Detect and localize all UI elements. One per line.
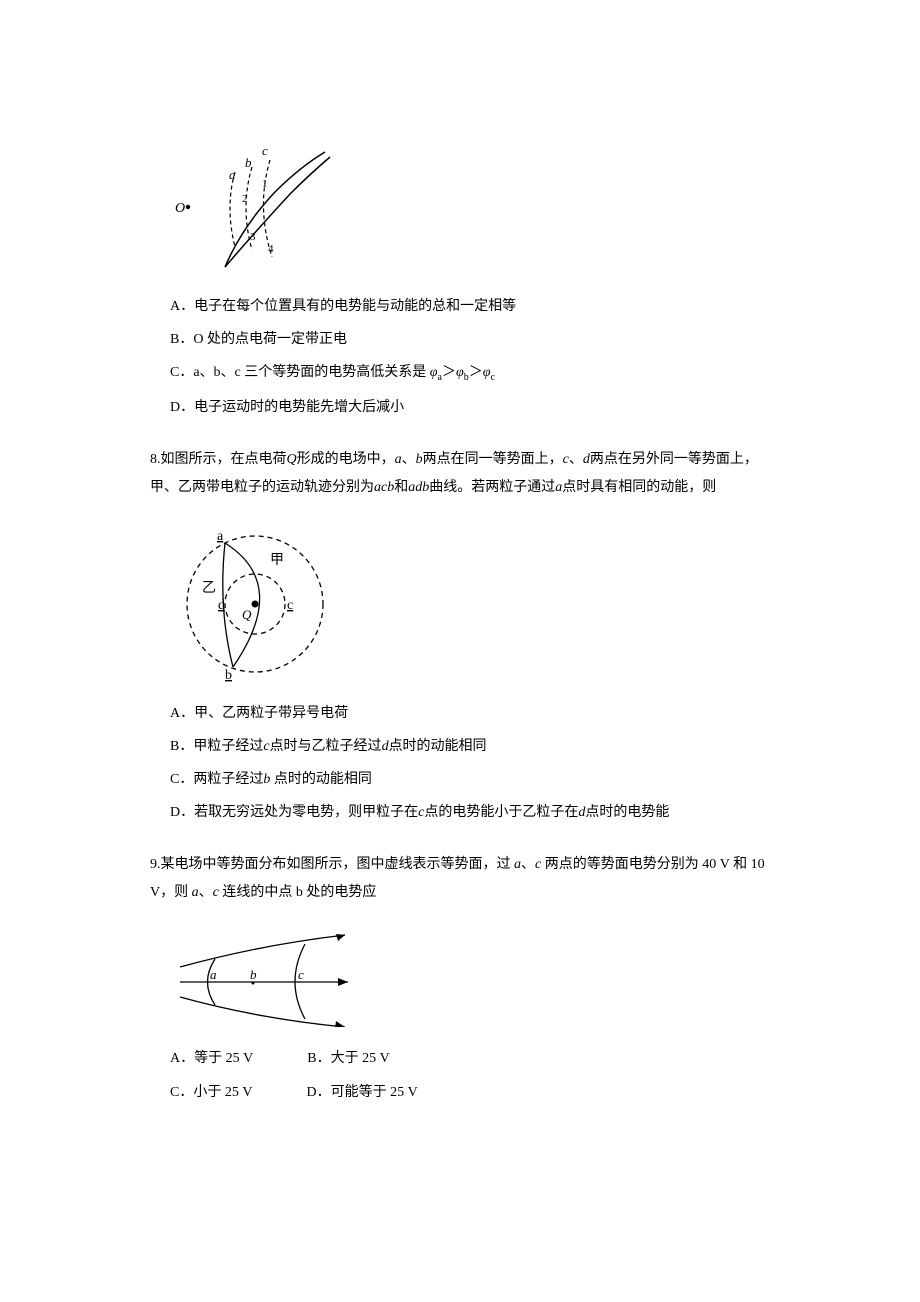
q7-option-d: D．电子运动时的电势能先增大后减小: [170, 397, 770, 418]
q8-label-c: c: [287, 598, 293, 613]
q9-option-b: B．大于 25 V: [307, 1047, 389, 1067]
q8-label-b: b: [225, 668, 232, 683]
q8-option-a: A．甲、乙两粒子带异号电荷: [170, 703, 770, 724]
q8-options: A．甲、乙两粒子带异号电荷 B．甲粒子经过c点时与乙粒子经过d点时的动能相同 C…: [170, 703, 770, 823]
q8-option-d: D．若取无穷远处为零电势，则甲粒子在c点的电势能小于乙粒子在d点时的电势能: [170, 802, 770, 823]
svg-text:2: 2: [242, 193, 248, 205]
q8-label-yi: 乙: [202, 580, 216, 596]
q9-svg: a b c: [170, 927, 370, 1027]
q7-b-text: O 处的点电荷一定带正电: [193, 332, 347, 347]
svg-text:a: a: [229, 167, 236, 182]
q7-option-b: B．O 处的点电荷一定带正电: [170, 329, 770, 350]
q8-figure: a b c d Q 甲 乙: [170, 514, 770, 689]
q9-option-d: D．可能等于 25 V: [306, 1081, 417, 1101]
svg-text:b: b: [245, 155, 252, 170]
q9-label-b: b: [250, 967, 257, 982]
q9-b-text: 大于 25 V: [331, 1051, 390, 1066]
q7-option-a: A．电子在每个位置具有的电势能与动能的总和一定相等: [170, 296, 770, 317]
q9-label-c: c: [298, 967, 304, 982]
q7-a-text: 电子在每个位置具有的电势能与动能的总和一定相等: [194, 299, 516, 314]
q9-a-text: 等于 25 V: [194, 1051, 253, 1066]
q8-label-Q: Q: [242, 607, 252, 622]
q8-option-b: B．甲粒子经过c点时与乙粒子经过d点时的动能相同: [170, 736, 770, 757]
q9-label-a: a: [210, 967, 217, 982]
svg-text:4: 4: [268, 243, 274, 255]
q8-stem: 8.如图所示，在点电荷Q形成的电场中，a、b两点在同一等势面上，c、d两点在另外…: [150, 446, 770, 502]
q9-option-c: C．小于 25 V: [170, 1081, 252, 1101]
q9-option-a: A．等于 25 V: [170, 1047, 253, 1067]
q8-label-d: d: [218, 598, 225, 613]
q7-option-c: C．a、b、c 三个等势面的电势高低关系是 φa＞φb＞φc: [170, 362, 770, 385]
svg-text:c: c: [262, 143, 268, 158]
svg-text:O: O: [175, 201, 185, 216]
svg-text:1: 1: [262, 178, 268, 190]
q9-stem: 9.某电场中等势面分布如图所示，图中虚线表示等势面，过 a、c 两点的等势面电势…: [150, 851, 770, 907]
q9-c-text: 小于 25 V: [193, 1085, 252, 1100]
q7-options: A．电子在每个位置具有的电势能与动能的总和一定相等 B．O 处的点电荷一定带正电…: [170, 296, 770, 418]
q7-svg: O a b c 1 2 3 4: [170, 132, 340, 282]
q8-option-c: C．两粒子经过b 点时的动能相同: [170, 769, 770, 790]
q8-label-jia: 甲: [270, 553, 284, 568]
q9-options: A．等于 25 V B．大于 25 V C．小于 25 V D．可能等于 25 …: [150, 1047, 770, 1101]
q9-d-text: 可能等于 25 V: [331, 1085, 418, 1100]
q7-c-prefix: a、b、c 三个等势面的电势高低关系是: [193, 365, 429, 380]
svg-text:3: 3: [250, 231, 256, 243]
q8-a-text: 甲、乙两粒子带异号电荷: [194, 706, 348, 721]
q8-label-a: a: [217, 529, 224, 544]
q7-d-text: 电子运动时的电势能先增大后减小: [194, 400, 404, 415]
q8-svg: a b c d Q 甲 乙: [170, 514, 340, 689]
q7-figure: O a b c 1 2 3 4: [170, 132, 770, 282]
q9-figure: a b c: [170, 927, 770, 1027]
